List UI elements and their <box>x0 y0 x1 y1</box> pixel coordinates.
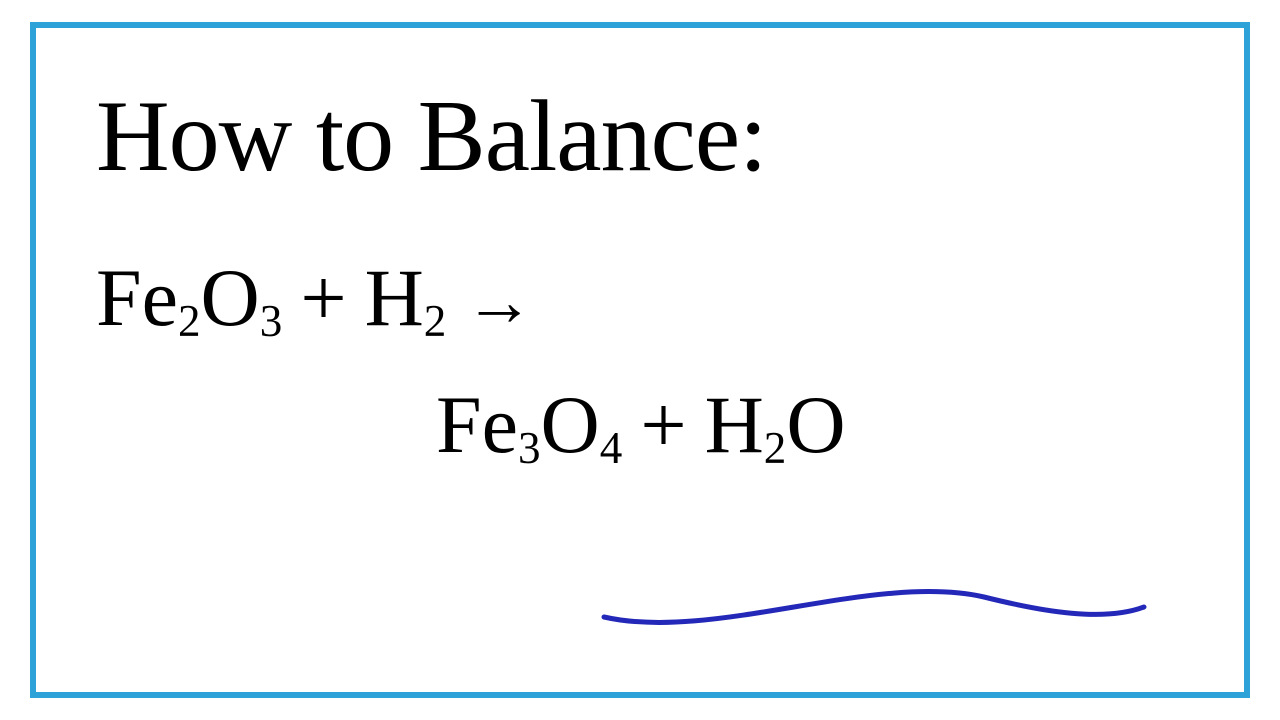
subscript-3: 3 <box>260 292 283 351</box>
element-h: H <box>705 372 764 479</box>
subscript-4: 4 <box>600 419 623 478</box>
reactant-fe2o3: Fe 2 O 3 <box>96 245 282 352</box>
reaction-arrow: → <box>464 258 534 349</box>
underline-swoosh-icon <box>594 562 1154 642</box>
plus-sign: + <box>640 372 686 479</box>
element-fe: Fe <box>96 245 178 352</box>
element-o: O <box>786 372 845 479</box>
product-fe3o4: Fe 3 O 4 <box>436 372 622 479</box>
product-h2o: H 2 O <box>705 372 846 479</box>
subscript-3: 3 <box>518 419 541 478</box>
content-frame: How to Balance: Fe 2 O 3 + H 2 → Fe 3 O … <box>30 22 1250 698</box>
page-title: How to Balance: <box>96 78 1184 195</box>
equation-products-line: Fe 3 O 4 + H 2 O <box>96 372 1184 479</box>
element-o: O <box>541 372 600 479</box>
reactant-h2: H 2 <box>365 245 447 352</box>
element-fe: Fe <box>436 372 518 479</box>
chemical-equation: Fe 2 O 3 + H 2 → Fe 3 O 4 + H 2 O <box>96 245 1184 478</box>
element-h: H <box>365 245 424 352</box>
element-o: O <box>201 245 260 352</box>
swoosh-path <box>604 592 1144 623</box>
subscript-2: 2 <box>764 419 787 478</box>
equation-reactants-line: Fe 2 O 3 + H 2 → <box>96 245 1184 352</box>
plus-sign: + <box>300 245 346 352</box>
subscript-2: 2 <box>178 292 201 351</box>
subscript-2: 2 <box>424 292 447 351</box>
